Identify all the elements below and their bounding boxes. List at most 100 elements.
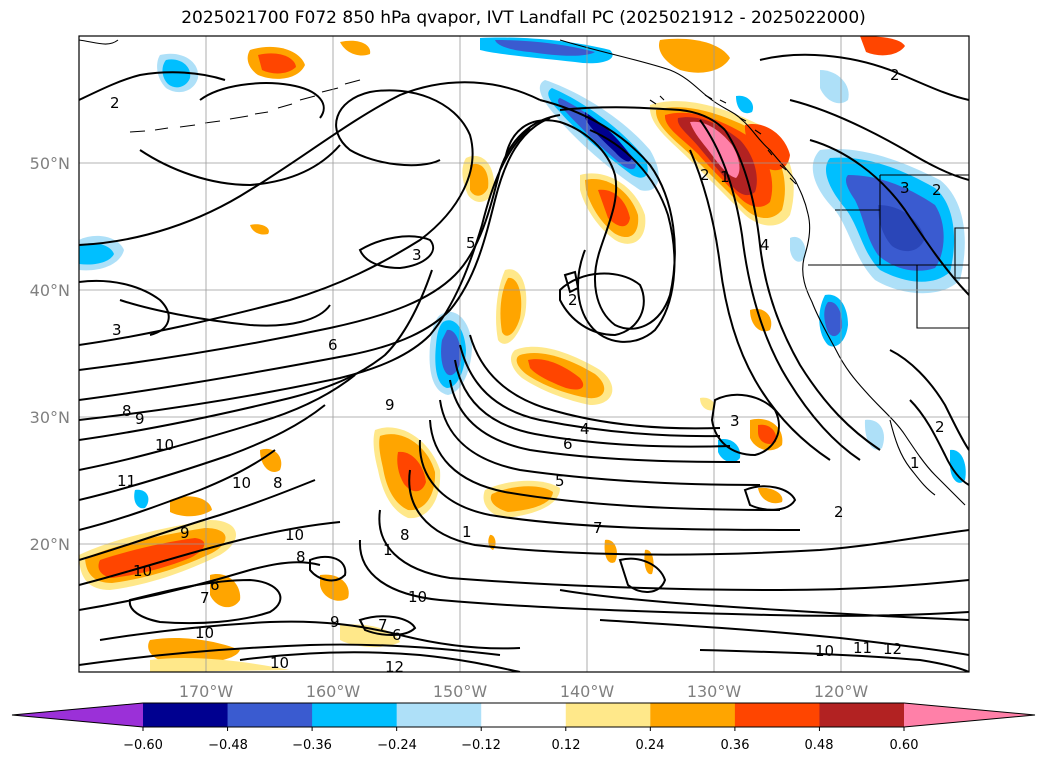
contour-label: 2	[890, 66, 900, 84]
state-border-2	[916, 265, 969, 329]
lon-label-160w: 160°W	[306, 682, 361, 701]
contour-line	[418, 439, 801, 531]
contour-label: 7	[200, 589, 210, 607]
contour-line	[439, 399, 761, 486]
colorbar-cell	[312, 703, 398, 727]
contour-line	[79, 117, 551, 401]
contour-label: 9	[330, 613, 340, 631]
contour-label: 2	[110, 94, 120, 112]
contour-line	[563, 270, 580, 294]
contour-label: 8	[273, 474, 283, 492]
contour-label: 10	[155, 436, 174, 454]
contour-line	[79, 279, 170, 336]
colorbar-cell	[143, 703, 229, 727]
contour-line	[909, 399, 969, 486]
contour-label: 10	[815, 642, 834, 660]
colorbar-cell	[481, 703, 567, 727]
contour-label: 1	[910, 454, 920, 472]
colorbar-tick-label: −0.24	[377, 738, 417, 753]
contour-line	[79, 81, 541, 246]
contour-label: 6	[392, 626, 402, 644]
contour-label: 1	[462, 523, 472, 541]
contour-label: 9	[180, 524, 190, 542]
contour-line	[699, 119, 861, 461]
contour-line	[199, 82, 325, 119]
state-border-3	[954, 227, 969, 279]
colorbar-ticks	[142, 727, 905, 731]
contour-label: 2	[834, 503, 844, 521]
contour-line	[559, 589, 969, 621]
colorbar-tick-label: 0.12	[552, 738, 581, 753]
colorbar-extend-high	[904, 703, 1035, 727]
contour-label: 1	[720, 168, 730, 186]
contour-line	[469, 334, 721, 430]
contour-labels: 2 2 3 3 5 2 6 9 8 9 10 11 10 8 10 9 8 1 …	[110, 66, 945, 676]
contour-line	[309, 555, 347, 582]
lon-label-130w: 130°W	[687, 682, 742, 701]
contour-label: 8	[296, 548, 306, 566]
lon-label-140w: 140°W	[560, 682, 615, 701]
contour-label: 5	[555, 472, 565, 490]
coastal-islands	[649, 94, 797, 185]
colorbar-cells	[143, 703, 905, 727]
colorbar-tick-label: −0.60	[123, 738, 163, 753]
contour-line	[79, 71, 226, 101]
contour-label: 11	[853, 639, 872, 657]
contour-line	[378, 509, 969, 592]
contour-line	[79, 561, 321, 611]
contour-label: 10	[133, 562, 152, 580]
colorbar-cell	[396, 703, 482, 727]
contour-line	[459, 344, 721, 438]
contour-label: 2	[935, 418, 945, 436]
contour-line	[358, 235, 435, 270]
lat-label-20n: 20°N	[30, 535, 70, 554]
colorbar-tick-label: −0.36	[292, 738, 332, 753]
lat-label-50n: 50°N	[30, 154, 70, 173]
contour-label: 3	[900, 179, 910, 197]
contour-label: 10	[285, 526, 304, 544]
contour-label: 6	[328, 336, 338, 354]
contour-line	[239, 651, 521, 672]
contour-line	[79, 404, 326, 501]
colorbar-tick-label: 0.24	[636, 738, 665, 753]
contour-label: 3	[412, 246, 422, 264]
contour-line	[618, 557, 667, 593]
contour-label: 10	[408, 588, 427, 606]
contour-label: 3	[730, 412, 740, 430]
contour-label: 4	[580, 420, 590, 438]
contour-line	[577, 129, 676, 343]
contour-line	[79, 374, 356, 471]
map-frame	[78, 35, 970, 673]
contour-line	[809, 139, 969, 296]
contour-label: 3	[112, 321, 122, 339]
colorbar: −0.60 −0.48 −0.36 −0.24 −0.12 0.12 0.24 …	[11, 702, 1036, 753]
aleutian-islands	[129, 79, 361, 133]
contour-line	[408, 469, 969, 556]
contour-label: 10	[270, 654, 289, 672]
contour-label: 6	[563, 435, 573, 453]
contour-line	[79, 479, 316, 561]
baja-california	[889, 419, 936, 496]
contour-line	[789, 99, 969, 181]
lat-label-40n: 40°N	[30, 281, 70, 300]
contour-line	[449, 379, 741, 463]
contour-label: 10	[195, 624, 214, 642]
contour-line	[724, 129, 881, 451]
map-title: 2025021700 F072 850 hPa qvapor, IVT Land…	[181, 8, 866, 28]
colorbar-extend-low	[12, 703, 143, 727]
contour-line	[79, 449, 276, 531]
contour-line	[79, 269, 433, 441]
contour-line	[759, 53, 969, 101]
contour-line	[559, 106, 726, 131]
colorbar-tick-labels: −0.60 −0.48 −0.36 −0.24 −0.12 0.12 0.24 …	[123, 738, 918, 753]
colorbar-cell	[650, 703, 736, 727]
contour-line	[79, 643, 501, 666]
contour-label: 12	[883, 640, 902, 658]
contour-line	[559, 272, 645, 337]
ivt-contours	[79, 53, 969, 672]
contour-label: 2	[700, 166, 710, 184]
contour-line	[699, 649, 969, 672]
contour-label: 6	[210, 576, 220, 594]
colorbar-cell	[227, 703, 313, 727]
